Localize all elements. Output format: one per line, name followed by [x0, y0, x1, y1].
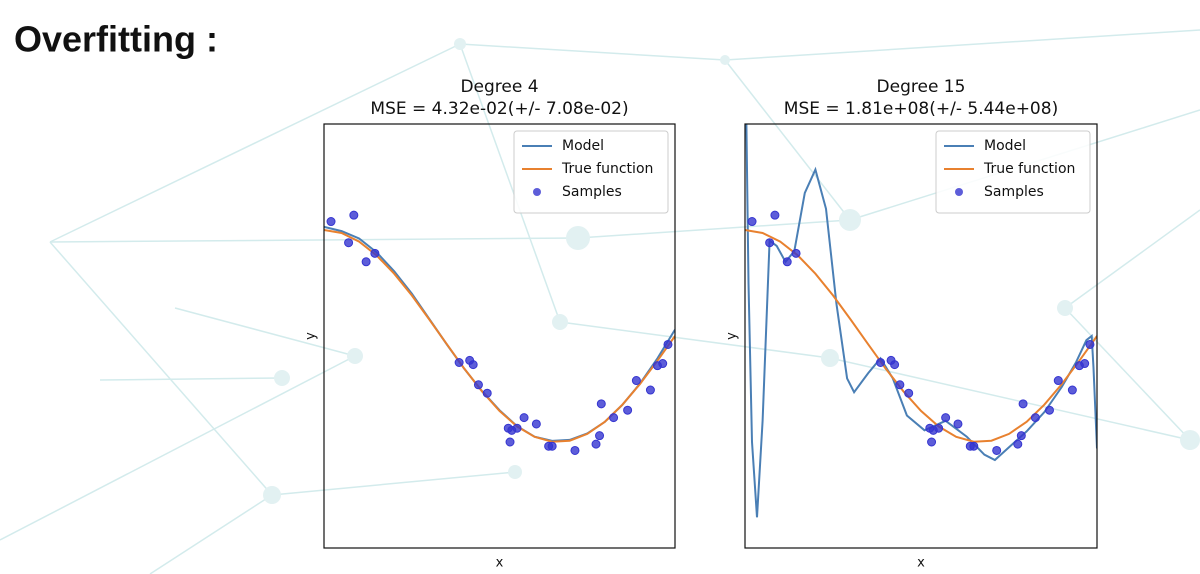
legend-label: Samples [984, 184, 1044, 200]
sample-point [370, 248, 380, 258]
sample-point [547, 441, 557, 451]
y-axis-label: y [725, 332, 740, 340]
sample-point [1030, 413, 1040, 423]
legend-label: Model [984, 138, 1026, 154]
sample-point [454, 358, 464, 367]
legend: Model True function Samples [935, 130, 1091, 214]
x-axis-label: x [496, 556, 504, 571]
model-line [324, 229, 675, 443]
sample-point [1085, 339, 1095, 349]
legend-swatch [533, 188, 541, 196]
sample-point [512, 423, 522, 433]
chart-subtitle: MSE = 1.81e+08(+/- 5.44e+08) [784, 99, 1058, 119]
sample-point [1013, 439, 1023, 449]
plot-frame [323, 123, 676, 549]
sample-point [782, 257, 792, 267]
plot-frame [744, 123, 1098, 549]
legend-label: Model [562, 138, 604, 154]
model-line [324, 225, 675, 442]
legend-label: True function [561, 161, 653, 177]
sample-point [791, 248, 801, 258]
sample-point [482, 388, 492, 398]
sample-point [1044, 405, 1054, 415]
plot-area [324, 210, 675, 455]
legend-box [513, 130, 669, 214]
sample-point [645, 385, 655, 395]
sample-point [992, 445, 1002, 455]
sample-point [519, 413, 529, 423]
sample-point [1080, 359, 1090, 369]
model-line [745, 229, 1097, 443]
sample-point [591, 439, 601, 449]
sample-point [895, 380, 905, 390]
sample-point [927, 437, 937, 447]
sample-point [663, 339, 673, 349]
sample-point [747, 217, 757, 227]
sample-point [531, 419, 541, 429]
sample-point [1016, 431, 1026, 441]
sample-point [505, 437, 515, 447]
sample-point [876, 358, 886, 367]
sample-point [770, 210, 780, 220]
sample-point [609, 413, 619, 423]
legend: Model True function Samples [513, 130, 669, 214]
sample-point [326, 217, 336, 227]
sample-point [595, 431, 605, 441]
sample-point [969, 441, 979, 451]
sample-point [953, 419, 963, 429]
page-title: Overfitting : [14, 19, 218, 60]
sample-point [658, 359, 668, 369]
plot-area [745, 124, 1097, 518]
sample-point [1067, 385, 1077, 395]
sample-point [349, 210, 359, 220]
sample-point [890, 360, 900, 370]
legend-label: True function [983, 161, 1075, 177]
sample-point [596, 399, 606, 409]
sample-point [468, 360, 478, 370]
sample-point [631, 376, 641, 386]
sample-point [1053, 376, 1063, 386]
sample-point [623, 405, 633, 415]
chart-title: Degree 4 [460, 77, 538, 97]
chart-subtitle: MSE = 4.32e-02(+/- 7.08e-02) [370, 99, 628, 119]
sample-point [765, 238, 775, 248]
sample-point [344, 238, 354, 248]
legend-box [935, 130, 1091, 214]
x-axis-label: x [917, 556, 925, 571]
legend-swatch [955, 188, 963, 196]
sample-point [473, 380, 483, 390]
sample-point [941, 413, 951, 423]
sample-point [361, 257, 371, 267]
chart-title: Degree 15 [877, 77, 966, 97]
background-network [0, 29, 1200, 574]
sample-point [904, 388, 914, 398]
sample-point [570, 445, 580, 455]
sample-point [1018, 399, 1028, 409]
legend-label: Samples [562, 184, 622, 200]
sample-point [934, 423, 944, 433]
y-axis-label: y [304, 332, 319, 340]
